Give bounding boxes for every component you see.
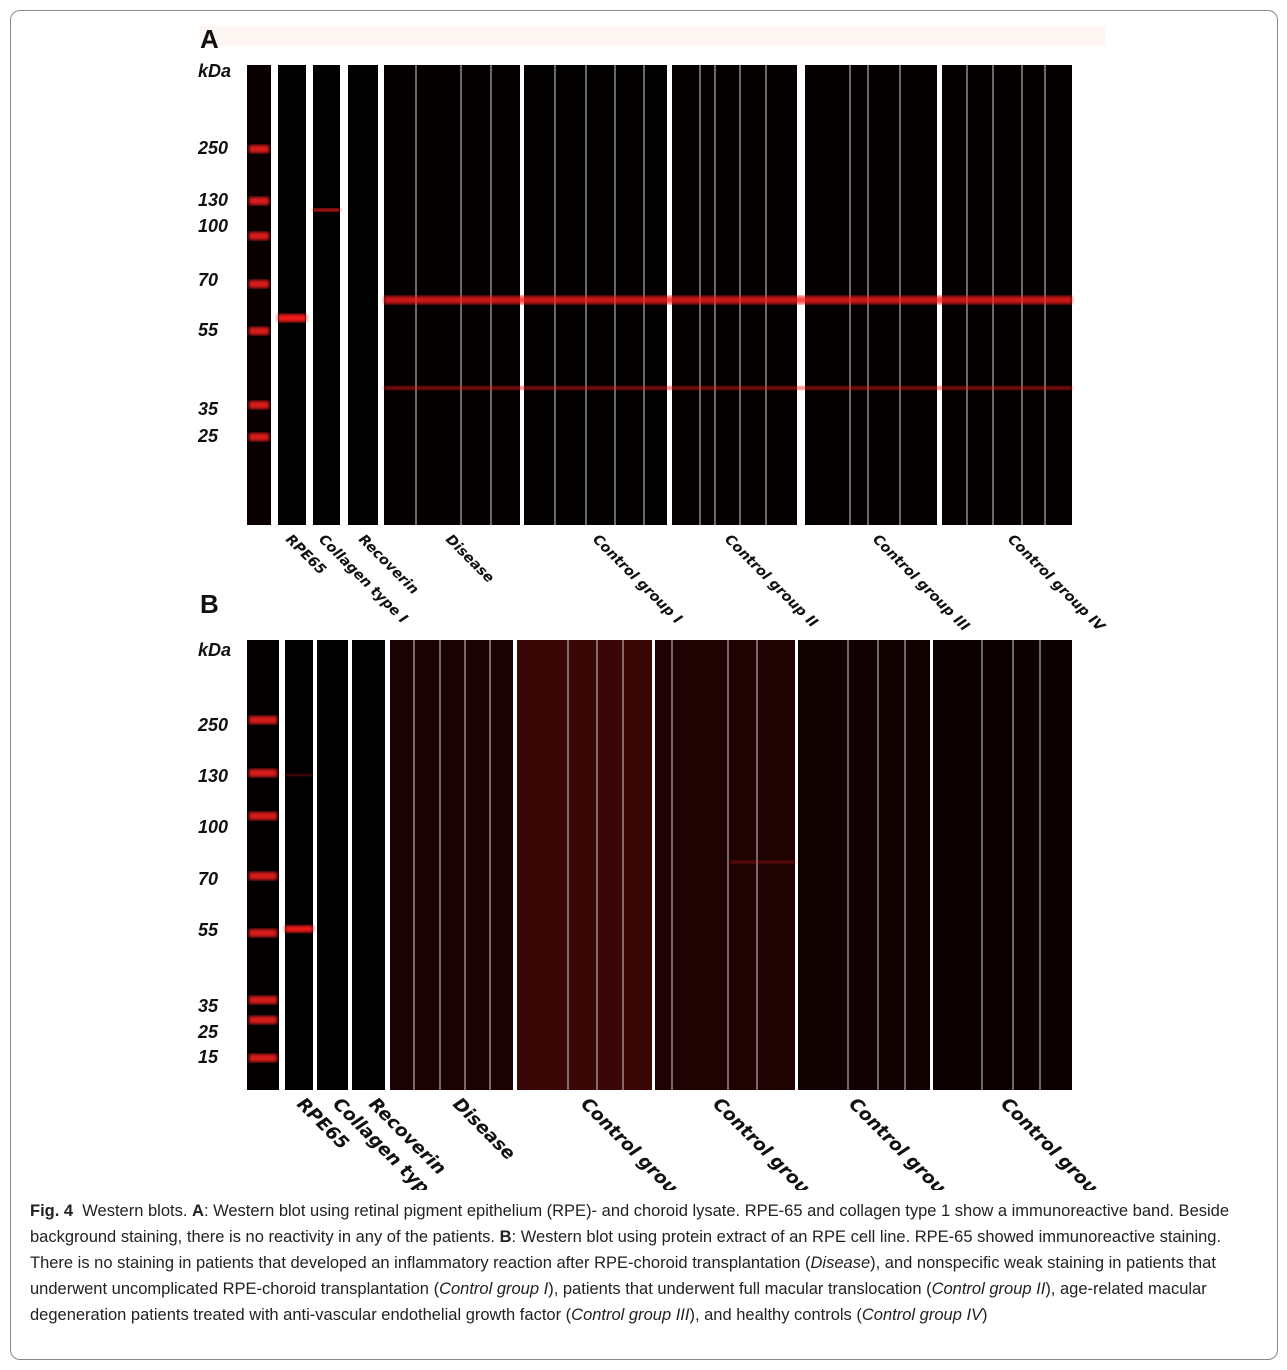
blot-lane — [805, 65, 937, 525]
marker-label: 250 — [197, 138, 228, 158]
caption-run: Control group II — [932, 1280, 1046, 1298]
protein-band — [384, 296, 1072, 304]
ladder-band — [249, 872, 277, 880]
blot-lane — [942, 65, 1072, 525]
marker-label: 70 — [198, 270, 218, 290]
blot-lane — [352, 640, 385, 1090]
ladder-band — [249, 280, 269, 288]
page: AkDa25013010070553525RPE65Collagen type … — [0, 0, 1287, 1370]
blot-lane — [313, 65, 340, 525]
lane-label: Control group III — [869, 532, 972, 635]
caption-run: Control group IV — [862, 1306, 982, 1324]
lane-label: Disease — [448, 1094, 519, 1165]
ladder-band — [249, 145, 269, 153]
protein-band — [730, 861, 795, 864]
marker-label: 70 — [198, 869, 218, 889]
caption-run: Disease — [811, 1254, 871, 1272]
blot-lane — [933, 640, 1072, 1090]
protein-band — [285, 926, 313, 933]
ladder-band — [249, 996, 277, 1004]
caption-run: Control group III — [571, 1306, 689, 1324]
ladder-band — [249, 232, 269, 240]
blot-lane — [348, 65, 378, 525]
blot-lane — [517, 640, 652, 1090]
marker-label: 130 — [198, 766, 228, 786]
ladder-band — [249, 929, 277, 937]
marker-label: 130 — [198, 190, 228, 210]
blot-lane — [524, 65, 667, 525]
caption-run: A — [192, 1202, 204, 1220]
marker-label: 35 — [198, 399, 219, 419]
blot-lane — [798, 640, 930, 1090]
lane-label: Disease — [442, 532, 497, 587]
caption-run: B — [500, 1228, 512, 1246]
caption-run: Control group I — [439, 1280, 548, 1298]
blot-lane — [247, 65, 271, 525]
marker-label: 15 — [198, 1047, 219, 1067]
blot-lane — [672, 65, 797, 525]
ladder-band — [249, 1016, 277, 1024]
protein-band — [278, 314, 306, 322]
ladder-band — [249, 197, 269, 205]
lane-label: Control group II — [721, 532, 820, 631]
ladder-band — [249, 327, 269, 335]
unit-label: kDa — [198, 61, 231, 81]
blot-lane — [655, 640, 795, 1090]
blot-lane — [384, 65, 520, 525]
blot-lane — [390, 640, 513, 1090]
caption-run: Fig. 4 — [30, 1202, 73, 1220]
caption-run: ), patients that underwent full macular … — [548, 1280, 931, 1298]
ladder-band — [249, 401, 269, 409]
ladder-band — [249, 769, 277, 777]
ladder-band — [249, 812, 277, 820]
protein-band — [313, 209, 340, 212]
unit-label: kDa — [198, 640, 231, 660]
lane-label: Control group II — [708, 1094, 836, 1190]
marker-label: 25 — [197, 1022, 219, 1042]
protein-band — [384, 386, 1072, 390]
blot-lane — [317, 640, 348, 1090]
lane-label: Control group III — [844, 1094, 977, 1190]
ladder-band — [249, 433, 269, 441]
marker-label: 250 — [197, 715, 228, 735]
marker-label: 55 — [198, 920, 219, 940]
header-strip — [200, 26, 1105, 46]
ladder-band — [249, 716, 277, 724]
lane-label: Control group I — [576, 1094, 700, 1190]
lane-label: Control group I — [589, 532, 685, 628]
blot-lane — [278, 65, 306, 525]
marker-label: 35 — [198, 996, 219, 1016]
caption-run: Western blots. — [73, 1202, 192, 1220]
panel-label: B — [200, 589, 219, 619]
protein-band — [285, 774, 313, 776]
lane-label: Control group IV — [1004, 532, 1108, 636]
caption-run: ), and healthy controls ( — [689, 1306, 861, 1324]
marker-label: 100 — [198, 817, 228, 837]
caption-run: ) — [982, 1306, 988, 1324]
ladder-band — [249, 1054, 277, 1062]
caption: Fig. 4 Western blots. A: Western blot us… — [30, 1198, 1245, 1328]
panel-label: A — [200, 24, 219, 54]
lane-label: Control group IV — [996, 1094, 1131, 1190]
blot-lane — [285, 640, 313, 1090]
marker-label: 100 — [198, 216, 228, 236]
marker-label: 55 — [198, 320, 219, 340]
marker-label: 25 — [197, 426, 219, 446]
